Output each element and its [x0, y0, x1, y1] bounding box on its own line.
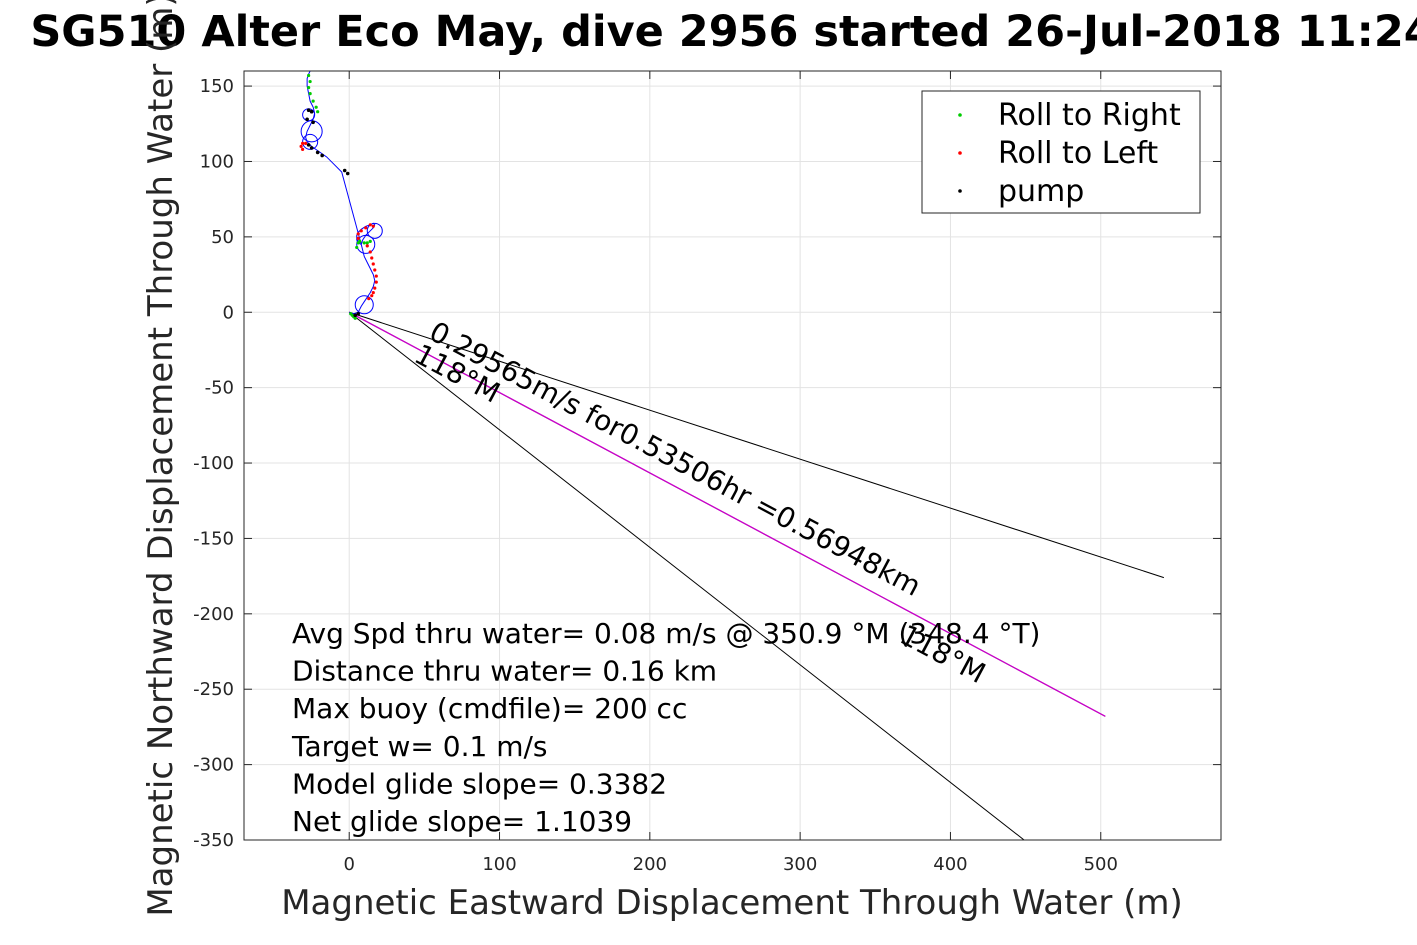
roll-right-point: [316, 110, 320, 114]
roll-right-point: [355, 245, 359, 250]
pump-point: [309, 146, 314, 150]
roll-left-point: [368, 223, 372, 227]
grid-lines: [244, 71, 1221, 841]
plot-frame: [243, 70, 1222, 841]
pump-point: [320, 153, 324, 158]
annotation-line: Net glide slope= 1.1039: [292, 805, 632, 838]
roll-left-point: [299, 144, 303, 148]
roll-left-point: [373, 286, 377, 290]
roll-right-point: [311, 99, 315, 103]
ray-lines: [348, 311, 1165, 840]
pump-point: [353, 313, 358, 318]
roll-left-point: [374, 274, 378, 278]
x-tick-label: 0: [343, 854, 354, 875]
legend-marker-roll-left: [958, 151, 962, 155]
y-tick-label: 150: [200, 76, 234, 97]
roll-left-point: [371, 262, 375, 266]
pump-point: [356, 311, 361, 316]
x-tick-label: 100: [482, 854, 516, 875]
roll-left-point: [370, 256, 374, 260]
annotation-line: Max buoy (cmdfile)= 200 cc: [292, 692, 687, 725]
roll-right-point: [358, 239, 362, 243]
roll-right-point: [350, 313, 354, 317]
roll-right-point: [365, 241, 369, 245]
roll-left-point: [373, 268, 377, 272]
roll-right-point: [362, 241, 366, 245]
pump-point: [305, 117, 309, 122]
legend: Roll to Right Roll to Left pump: [921, 90, 1201, 214]
roll-left-point: [368, 250, 372, 254]
pump-point: [306, 143, 311, 147]
x-axis-label: Magnetic Eastward Displacement Through W…: [281, 883, 1183, 923]
annotation-block: Avg Spd thru water= 0.08 m/s @ 350.9 °M …: [291, 617, 1040, 838]
legend-marker-roll-right: [958, 113, 962, 117]
roll-right-point: [307, 73, 311, 78]
roll-left-point: [371, 224, 375, 228]
annotation-line: Avg Spd thru water= 0.08 m/s @ 350.9 °M …: [292, 617, 1040, 650]
data-points: [299, 73, 378, 320]
roll-right-point: [368, 239, 372, 243]
y-axis-label: Magnetic Northward Displacement Through …: [141, 0, 181, 917]
pump-point: [345, 171, 350, 176]
roll-right-point: [308, 79, 312, 84]
y-tick-label: -250: [193, 679, 234, 700]
pump-point: [315, 150, 320, 155]
y-tick-label: 50: [211, 227, 234, 248]
x-tick-label: 300: [783, 854, 817, 875]
legend-label-roll-right: Roll to Right: [998, 98, 1181, 133]
pump-point: [309, 109, 314, 114]
roll-right-point: [308, 92, 312, 96]
y-tick-label: -100: [193, 453, 234, 474]
track-circle: [300, 120, 323, 143]
roll-left-point: [359, 229, 363, 233]
annotation-line: Distance thru water= 0.16 km: [292, 655, 717, 688]
pump-point: [311, 120, 315, 125]
annotation-line: Model glide slope= 0.3382: [292, 767, 667, 800]
legend-label-roll-left: Roll to Left: [998, 136, 1158, 171]
track-circle: [366, 222, 383, 239]
track-circle: [354, 295, 374, 315]
roll-left-point: [356, 232, 360, 236]
legend-box: [921, 90, 1201, 214]
y-tick-label: 0: [223, 302, 234, 323]
legend-marker-pump: [958, 189, 962, 193]
legend-label-pump: pump: [998, 174, 1084, 209]
roll-right-point: [314, 105, 318, 109]
axis-ticks: 0 100 200 300 400 500150100500-50-100-150-200…: [193, 71, 1221, 875]
track-circle: [356, 234, 376, 254]
current-vector-line: [348, 311, 1106, 717]
y-tick-label: -150: [193, 528, 234, 549]
ray-line: [348, 311, 1025, 840]
x-tick-label: 200: [633, 854, 667, 875]
chart-title: SG510 Alter Eco May, dive 2956 started 2…: [30, 7, 1417, 57]
annotation-line: Target w= 0.1 m/s: [291, 730, 548, 763]
y-tick-label: -350: [193, 830, 234, 851]
roll-right-point: [353, 316, 357, 320]
roll-left-point: [356, 236, 360, 240]
roll-left-point: [370, 294, 374, 298]
roll-left-point: [374, 280, 378, 284]
roll-left-point: [364, 226, 368, 230]
roll-left-point: [367, 297, 371, 301]
y-tick-label: 100: [200, 151, 234, 172]
roll-left-point: [301, 147, 305, 152]
data-layer: [299, 71, 1165, 840]
roll-left-point: [304, 141, 308, 145]
roll-left-point: [365, 244, 369, 248]
ray-line: [349, 311, 1165, 579]
roll-right-point: [307, 85, 311, 90]
roll-left-point: [301, 141, 305, 145]
roll-left-point: [371, 291, 375, 295]
x-tick-label: 400: [933, 854, 967, 875]
x-tick-label: 500: [1084, 854, 1118, 875]
y-tick-label: -300: [193, 755, 234, 776]
y-tick-label: -200: [193, 604, 234, 625]
pump-point: [342, 168, 347, 173]
y-tick-label: -50: [205, 378, 234, 399]
pump-point: [306, 108, 311, 113]
